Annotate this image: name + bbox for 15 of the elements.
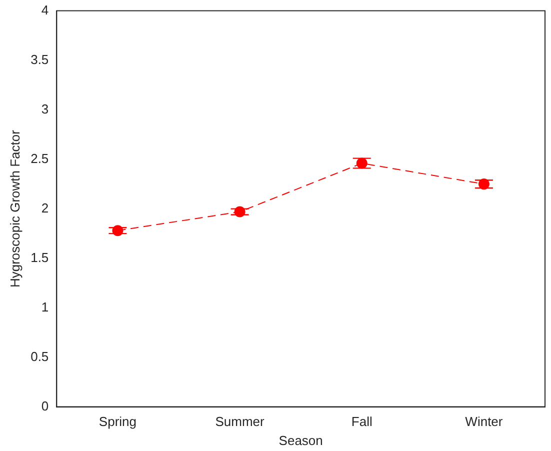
y-tick-label: 0 — [41, 398, 49, 414]
x-axis-title: Season — [278, 432, 323, 448]
x-tick-label: Spring — [98, 414, 136, 430]
y-tick-label: 1 — [41, 299, 49, 314]
y-tick-label: 3.5 — [30, 52, 49, 67]
y-tick-label: 1.5 — [30, 250, 49, 265]
x-tick-label: Fall — [351, 414, 372, 430]
y-tick-label: 2 — [41, 200, 49, 216]
y-tick-label: 2.5 — [30, 150, 49, 166]
y-tick-label: 4 — [41, 2, 49, 18]
x-tick-label: Winter — [465, 414, 504, 430]
x-tick-label: Summer — [215, 414, 266, 430]
y-tick-label: 3 — [41, 101, 49, 116]
y-tick-label: 0.5 — [30, 348, 49, 364]
y-axis-title: Hygroscopic Growth Factor — [7, 129, 22, 288]
